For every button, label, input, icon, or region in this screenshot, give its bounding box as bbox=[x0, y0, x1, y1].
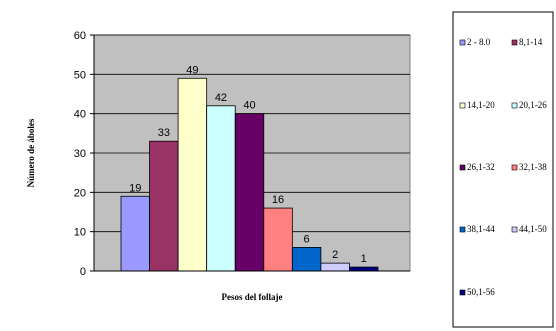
legend-swatch bbox=[459, 102, 466, 109]
y-tick-label: 50 bbox=[74, 69, 86, 81]
y-axis-title: Número de áboles bbox=[26, 118, 36, 187]
legend-items: 2 - 8.0 8,1-14 14,1-20 20,1-26 26,1-32 32,1-3… bbox=[459, 37, 547, 297]
data-label: 49 bbox=[186, 64, 198, 76]
y-tick-label: 20 bbox=[74, 187, 86, 199]
legend-swatch bbox=[459, 289, 466, 296]
data-label: 33 bbox=[158, 127, 170, 139]
bar bbox=[149, 140, 179, 272]
x-axis-title: Pesos del follaje bbox=[222, 292, 283, 302]
data-label: 2 bbox=[332, 249, 338, 261]
legend-swatch bbox=[511, 102, 518, 109]
data-label: 16 bbox=[272, 194, 284, 206]
legend bbox=[452, 11, 554, 328]
data-label: 19 bbox=[129, 182, 141, 194]
legend-label: 26,1-32 bbox=[467, 162, 495, 172]
bar bbox=[349, 266, 379, 272]
bar bbox=[206, 105, 236, 272]
y-axis: 0 10 20 30 40 50 60 bbox=[74, 30, 410, 278]
legend-label: 32,1-38 bbox=[519, 162, 547, 172]
bar bbox=[263, 207, 293, 272]
legend-label: 50,1-56 bbox=[467, 287, 495, 297]
bar bbox=[120, 195, 150, 272]
y-tick-label: 0 bbox=[80, 266, 86, 278]
legend-label: 38,1-44 bbox=[467, 224, 495, 234]
y-tick-label: 10 bbox=[74, 227, 86, 239]
legend-swatch bbox=[459, 39, 466, 46]
legend-swatch bbox=[511, 39, 518, 46]
legend-label: 44,1-50 bbox=[519, 224, 547, 234]
data-label: 6 bbox=[304, 233, 310, 245]
bar bbox=[177, 77, 208, 272]
legend-swatch bbox=[511, 226, 518, 233]
bar bbox=[234, 113, 265, 272]
y-tick-label: 60 bbox=[74, 30, 86, 42]
legend-swatch bbox=[511, 164, 518, 171]
data-label: 1 bbox=[361, 253, 367, 265]
legend-swatch bbox=[459, 164, 466, 171]
bar bbox=[291, 246, 322, 272]
legend-label: 8,1-14 bbox=[519, 37, 543, 47]
data-label: 42 bbox=[215, 92, 227, 104]
y-tick-label: 30 bbox=[74, 148, 86, 160]
data-labels: 19 33 49 42 40 16 6 2 1 bbox=[129, 64, 367, 265]
bar bbox=[320, 262, 350, 272]
legend-label: 14,1-20 bbox=[467, 100, 495, 110]
legend-swatch bbox=[459, 226, 466, 233]
data-label: 40 bbox=[243, 100, 255, 112]
bars bbox=[120, 77, 379, 272]
y-tick-label: 40 bbox=[74, 109, 86, 121]
legend-label: 20,1-26 bbox=[519, 100, 547, 110]
legend-label: 2 - 8.0 bbox=[467, 37, 491, 47]
